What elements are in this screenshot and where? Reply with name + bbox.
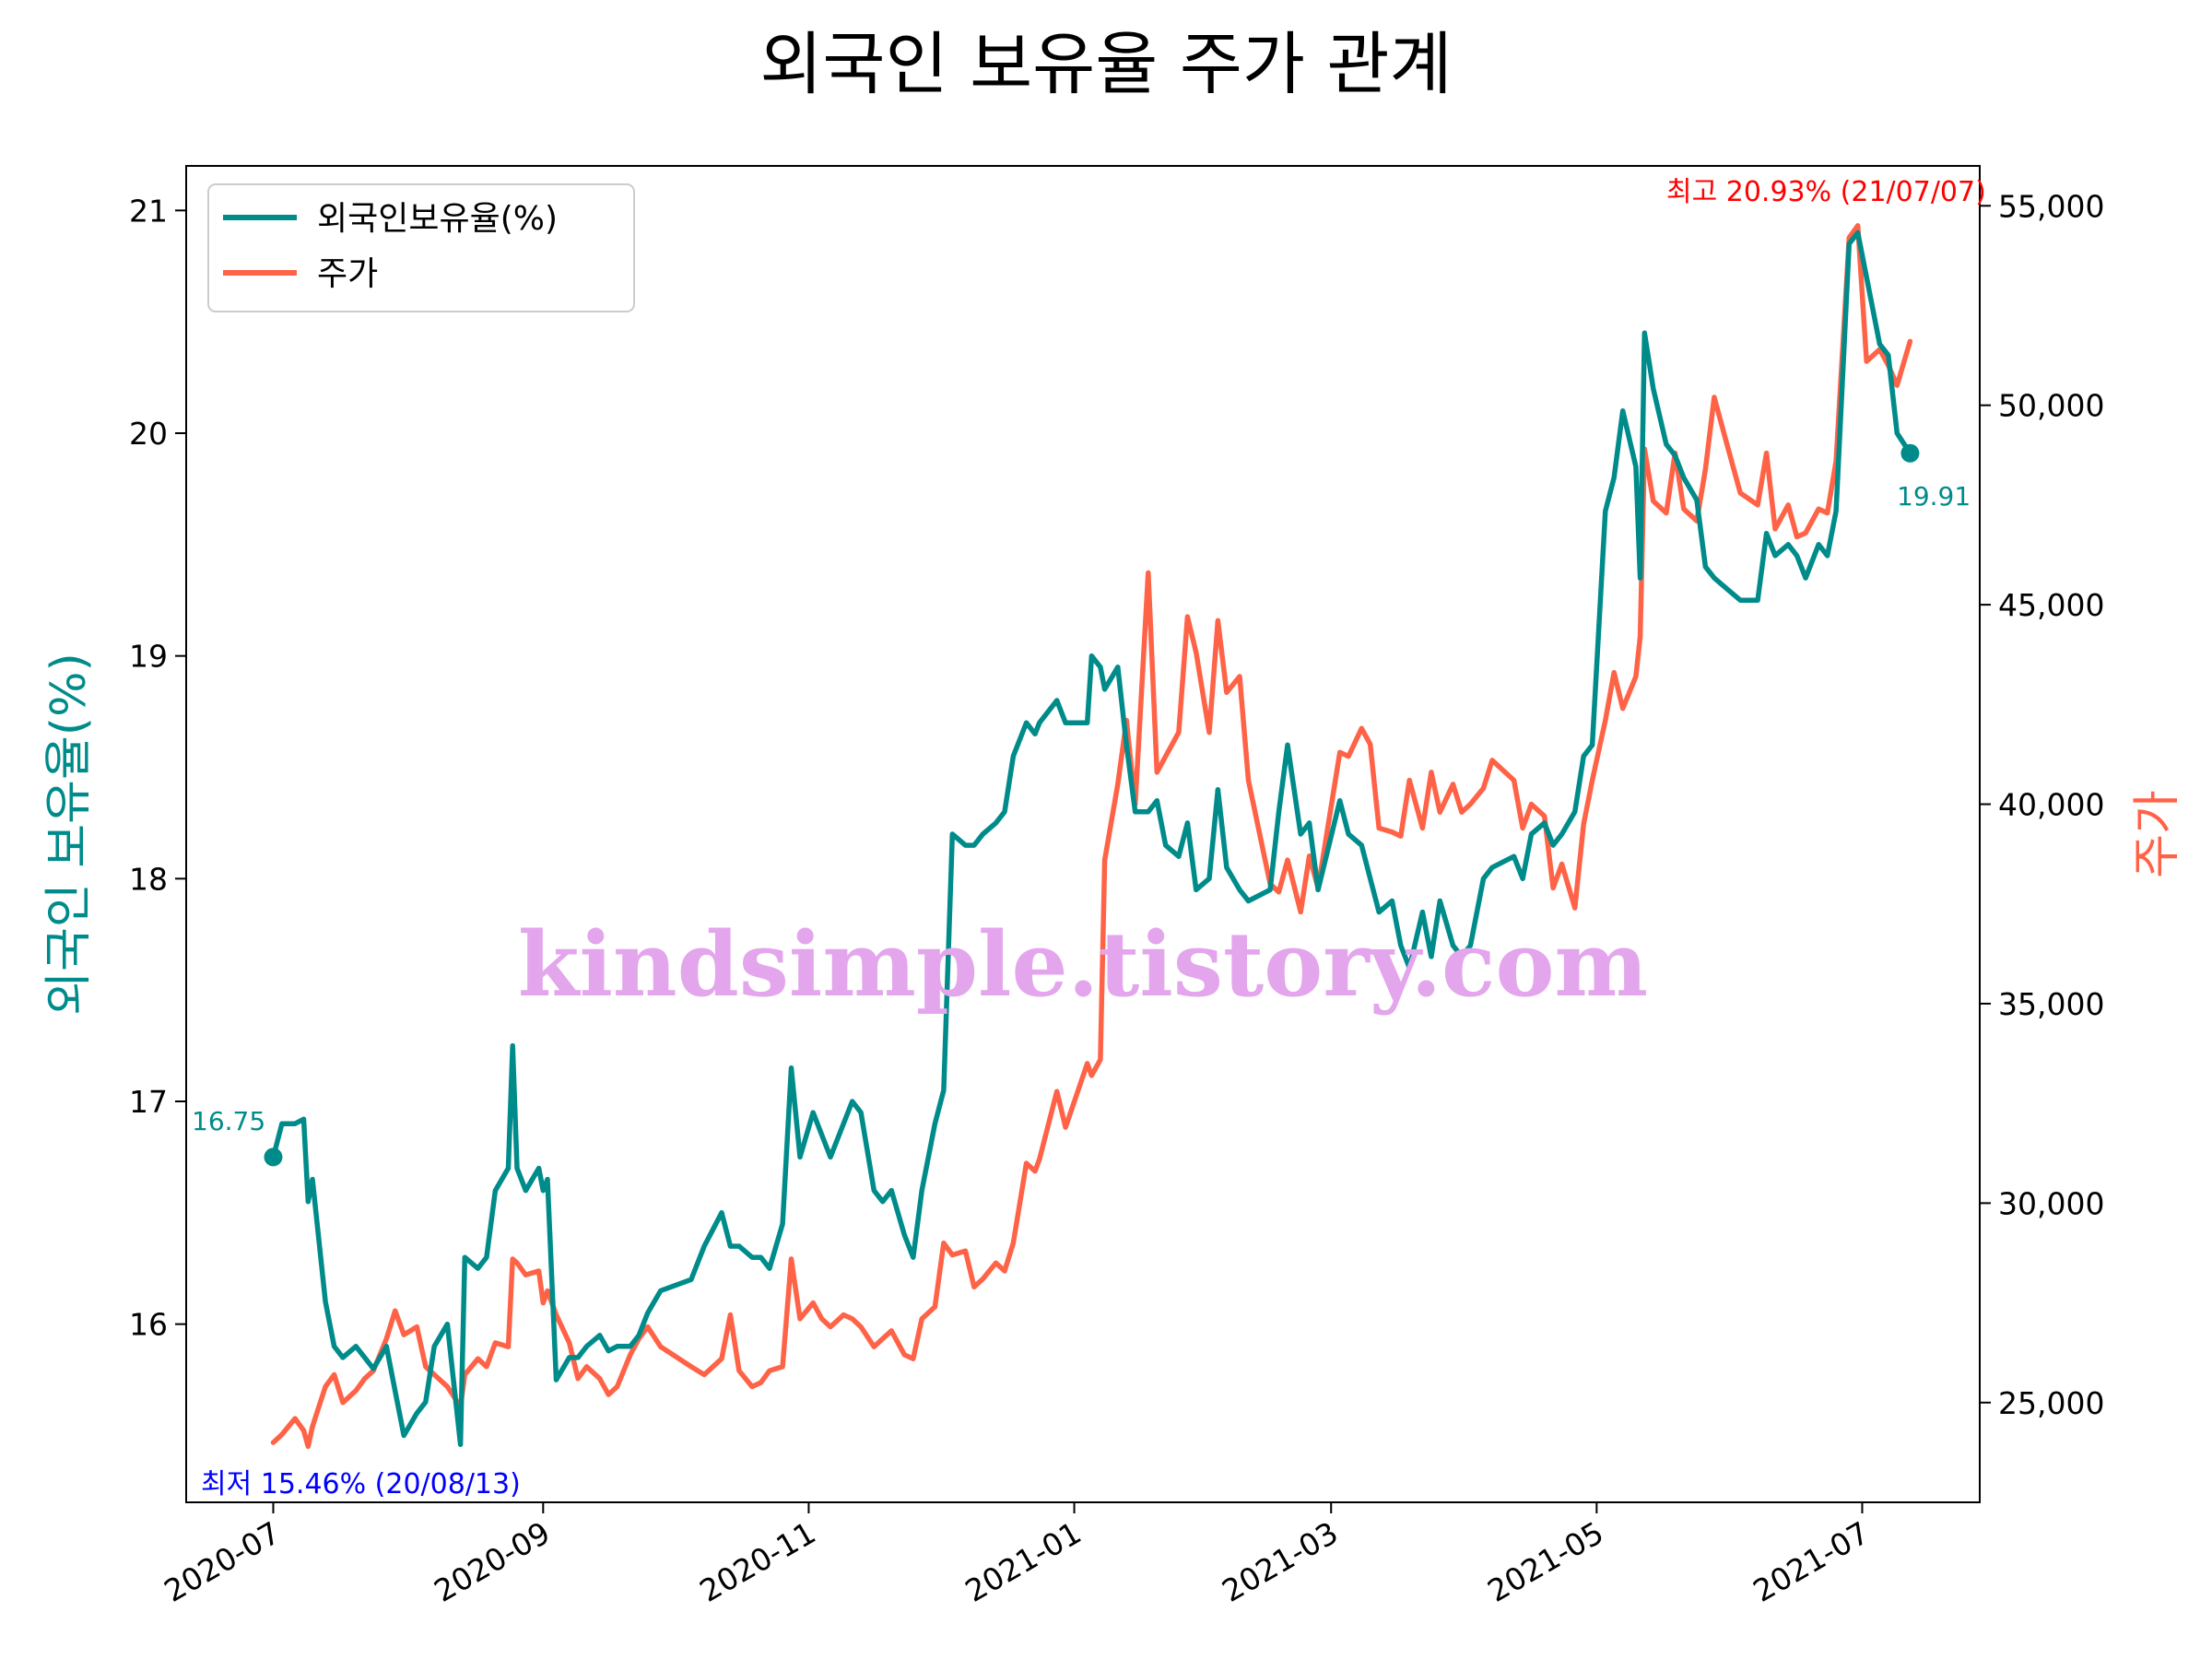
plot-frame (185, 165, 1981, 1503)
right-y-axis: 25,000 30,000 35,000 40,000 45,000 50,000 55,0… (1980, 188, 2104, 1421)
min-annotation: 최저 15.46% (20/08/13) (201, 1468, 521, 1500)
legend-box (207, 183, 635, 312)
left-y-axis: 16 17 18 19 20 21 (129, 193, 186, 1343)
left-y-tick-label: 20 (129, 416, 168, 452)
right-y-tick-label: 40,000 (1998, 787, 2104, 823)
start-point-marker (264, 1147, 283, 1167)
legend-entry-holding: 외국인보유율(%) (317, 200, 558, 238)
annotation-layer: 최고 20.93% (21/07/07) 최저 15.46% (20/08/13… (192, 176, 1986, 1500)
right-y-tick-label: 35,000 (1998, 986, 2104, 1022)
plot-area (185, 165, 1981, 1503)
legend: 외국인보유율(%) 주가 (207, 183, 635, 312)
right-y-tick-label: 30,000 (1998, 1185, 2104, 1221)
end-point-marker (1900, 443, 1920, 463)
right-y-axis-label: 주가 (2130, 790, 2185, 878)
chart-title: 외국인 보유율 주가 관계 (759, 25, 1452, 104)
x-tick-label: 2021-03 (1216, 1514, 1344, 1609)
left-y-tick-label: 16 (129, 1307, 168, 1343)
left-y-axis-label: 외국인 보유율(%) (41, 653, 97, 1016)
x-tick-label: 2020-09 (428, 1514, 556, 1609)
x-axis: 2020-07 2020-09 2020-11 2021-01 2021-03 2021-… (159, 1502, 1876, 1609)
x-tick-label: 2020-11 (694, 1514, 822, 1609)
left-y-tick-label: 19 (129, 639, 168, 675)
right-y-tick-label: 55,000 (1998, 188, 2104, 224)
right-y-tick-label: 45,000 (1998, 587, 2104, 623)
left-y-tick-label: 21 (129, 193, 168, 229)
x-tick-label: 2021-05 (1481, 1514, 1609, 1609)
left-y-tick-label: 17 (129, 1084, 168, 1120)
end-value-label: 19.91 (1897, 481, 1971, 512)
x-tick-label: 2021-07 (1747, 1514, 1876, 1609)
watermark-text: kindsimple.tistory.com (518, 912, 1648, 1017)
right-y-tick-label: 25,000 (1998, 1385, 2104, 1421)
start-value-label: 16.75 (192, 1106, 265, 1136)
right-y-tick-label: 50,000 (1998, 388, 2104, 424)
holding-series-line (270, 229, 1913, 1447)
legend-entry-price: 주가 (317, 255, 378, 293)
series-layer (264, 223, 1920, 1450)
left-y-tick-label: 18 (129, 861, 168, 897)
x-tick-label: 2021-01 (959, 1514, 1088, 1609)
x-tick-label: 2020-07 (159, 1514, 287, 1609)
price-series-line (270, 223, 1913, 1450)
max-annotation: 최고 20.93% (21/07/07) (1666, 176, 1986, 208)
